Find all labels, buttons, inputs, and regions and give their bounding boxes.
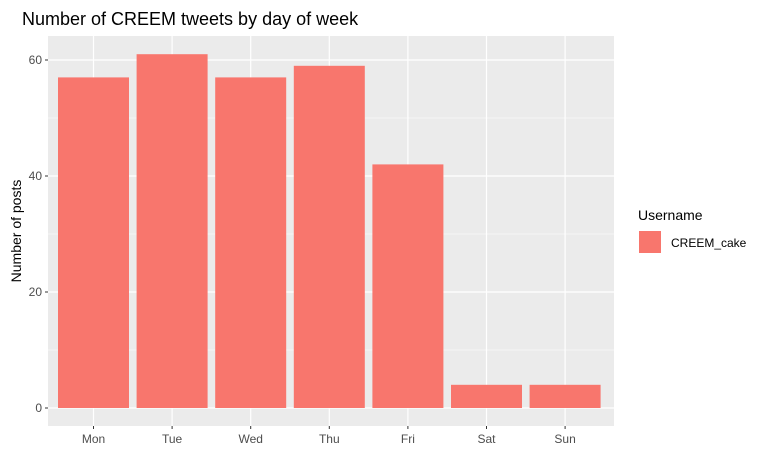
bar-mon — [58, 77, 129, 409]
x-axis: Mon Tue Wed Thu Fri Sat Sun — [82, 426, 576, 446]
bar-thu — [293, 65, 365, 409]
legend-key-creem-cake — [639, 231, 661, 253]
x-tick-label-tue: Tue — [162, 432, 183, 446]
legend-label-creem-cake: CREEM_cake — [671, 236, 747, 250]
x-tick-label-sun: Sun — [554, 432, 575, 446]
legend-title: Username — [638, 207, 703, 223]
y-axis: 0 20 40 60 — [29, 53, 48, 415]
bars — [58, 54, 601, 409]
x-tick-label-mon: Mon — [82, 432, 105, 446]
x-tick-label-wed: Wed — [238, 432, 262, 446]
bar-sat — [451, 384, 522, 408]
y-tick-label: 0 — [35, 401, 42, 415]
x-tick-label-thu: Thu — [319, 432, 340, 446]
x-tick-label-sat: Sat — [477, 432, 496, 446]
y-tick-label: 60 — [29, 53, 43, 67]
y-tick-label: 40 — [29, 169, 43, 183]
legend: Username CREEM_cake — [638, 207, 747, 253]
y-axis-title: Number of posts — [8, 180, 24, 283]
bar-fri — [372, 164, 444, 408]
bar-wed — [215, 77, 287, 409]
chart-title: Number of CREEM tweets by day of week — [22, 9, 359, 29]
bar-tue — [136, 54, 208, 408]
x-tick-label-fri: Fri — [401, 432, 415, 446]
bar-sun — [529, 384, 601, 408]
y-tick-label: 20 — [29, 285, 43, 299]
